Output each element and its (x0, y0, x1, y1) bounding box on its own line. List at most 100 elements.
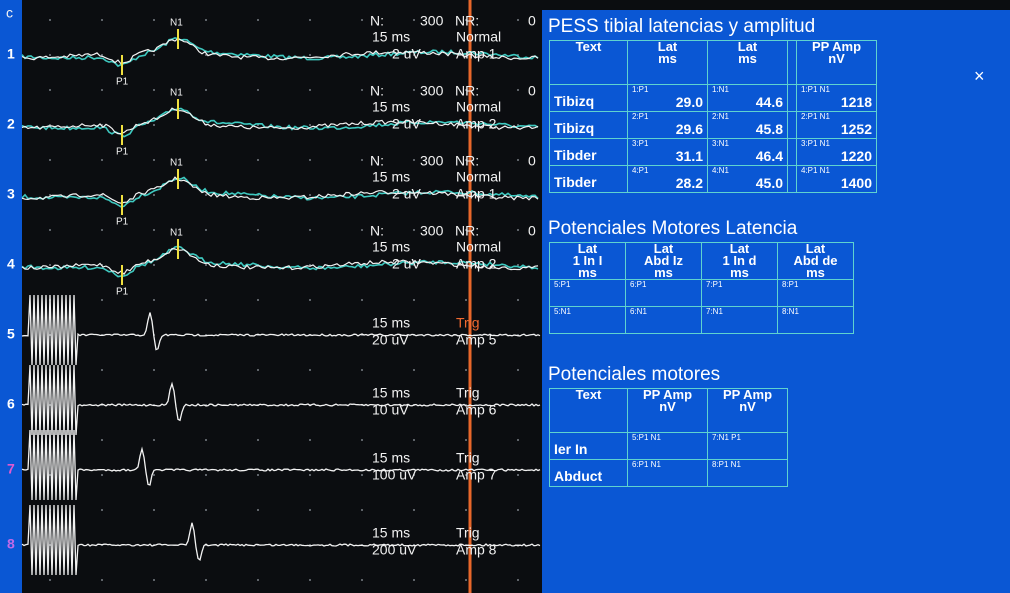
cell-tag: 6:P1 N1 (632, 460, 703, 469)
grid-dot (101, 579, 103, 581)
nr-label: NR: (455, 13, 479, 29)
grid-dot (205, 19, 207, 21)
grid-dot (517, 474, 519, 476)
timebase: 15 ms (372, 99, 410, 115)
peak-label: P1 (116, 147, 129, 158)
close-button[interactable]: × (974, 66, 985, 87)
mode: Normal (456, 29, 501, 45)
grid-dot (257, 229, 259, 231)
n-label: N: (370, 13, 384, 29)
cell-tag: 2:P1 (632, 112, 703, 121)
grid-dot (153, 299, 155, 301)
grid-dot (205, 474, 207, 476)
value-cell: 4:P128.2 (628, 166, 708, 193)
peak-label: P1 (116, 217, 129, 228)
section-title: Potenciales Motores Latencia (548, 218, 797, 240)
mode: Trig (456, 385, 480, 401)
grid-dot (361, 474, 363, 476)
value-cell: 5:P1 (550, 280, 626, 307)
header-cell: Latms (708, 41, 788, 85)
value-cell: 8:P1 N1 (708, 460, 788, 487)
amp-label: Amp 5 (456, 332, 497, 348)
data-row: Ier In5:P1 N17:N1 P1 (550, 433, 788, 460)
value-cell: 7:P1 (702, 280, 778, 307)
value-cell: 2:P1 N11252 (797, 112, 877, 139)
cell-value: 44.6 (712, 94, 783, 110)
grid-dot (309, 54, 311, 56)
timebase: 15 ms (372, 239, 410, 255)
cell-value: 1400 (801, 175, 872, 191)
grid-dot (153, 509, 155, 511)
cell-value: 31.1 (632, 148, 703, 164)
results-table: TextLatmsLatmsPP AmpnVTibizq1:P129.01:N1… (549, 40, 877, 193)
grid-dot (205, 299, 207, 301)
emg-screen: c 1N1P1N:300NR:015 msNormal2 uVAmp 12N1P… (0, 0, 1010, 593)
grid-dot (361, 439, 363, 441)
mode: Normal (456, 99, 501, 115)
grid-dot (361, 579, 363, 581)
value-cell: 1:P129.0 (628, 85, 708, 112)
peak-label: P1 (116, 287, 129, 298)
results-table: TextPP AmpnVPP AmpnVIer In5:P1 N17:N1 P1… (549, 388, 788, 487)
grid-dot (153, 89, 155, 91)
cell-tag: 7:N1 (706, 307, 773, 316)
header-text: ms (630, 267, 697, 279)
grid-dot (257, 159, 259, 161)
cell-tag: 3:P1 N1 (801, 139, 872, 148)
grid-dot (205, 264, 207, 266)
cell-value: 1218 (801, 94, 872, 110)
grid-dot (205, 159, 207, 161)
value-cell: 6:P1 (626, 280, 702, 307)
cell-value: 45.8 (712, 121, 783, 137)
grid-dot (309, 439, 311, 441)
header-text: nV (632, 401, 703, 413)
grid-dot (101, 159, 103, 161)
n-value: 300 (420, 13, 444, 29)
grid-dot (517, 19, 519, 21)
grid-dot (361, 159, 363, 161)
header-text: ms (712, 53, 783, 65)
n-label: N: (370, 153, 384, 169)
row-label-text: Tibder (554, 174, 597, 190)
grid-dot (309, 19, 311, 21)
header-cell: PP AmpnV (628, 389, 708, 433)
header-text: ms (782, 267, 849, 279)
header-text (554, 401, 623, 413)
grid-dot (361, 19, 363, 21)
grid-dot (413, 159, 415, 161)
value-cell: 2:N145.8 (708, 112, 788, 139)
grid-dot (257, 369, 259, 371)
amp-label: Amp 1 (456, 186, 497, 202)
nr-value: 0 (528, 153, 536, 169)
data-row: Tibizq2:P129.62:N145.82:P1 N11252 (550, 112, 877, 139)
channel-number: 1 (7, 46, 15, 62)
timebase: 15 ms (372, 525, 410, 541)
grid-dot (465, 439, 467, 441)
header-cell: Latms (628, 41, 708, 85)
grid-dot (517, 159, 519, 161)
grid-dot (257, 509, 259, 511)
header-cell: LatAbd Izms (626, 243, 702, 280)
grid-dot (205, 229, 207, 231)
channel-number: 8 (7, 536, 15, 552)
cell-tag: 7:P1 (706, 280, 773, 289)
grid-dot (101, 299, 103, 301)
header-text: Text (554, 41, 623, 53)
cell-tag: 8:P1 (782, 280, 849, 289)
grid-dot (361, 509, 363, 511)
grid-dot (49, 19, 51, 21)
grid-dot (49, 89, 51, 91)
grid-dot (257, 89, 259, 91)
grid-dot (49, 159, 51, 161)
value-cell: 3:P131.1 (628, 139, 708, 166)
cell-tag: 4:N1 (712, 166, 783, 175)
gain: 200 uV (372, 542, 417, 558)
row-label-text: Abduct (554, 468, 602, 484)
n-value: 300 (420, 223, 444, 239)
n-label: N: (370, 83, 384, 99)
grid-dot (413, 579, 415, 581)
timebase: 15 ms (372, 315, 410, 331)
cell-value: 45.0 (712, 175, 783, 191)
grid-dot (413, 439, 415, 441)
